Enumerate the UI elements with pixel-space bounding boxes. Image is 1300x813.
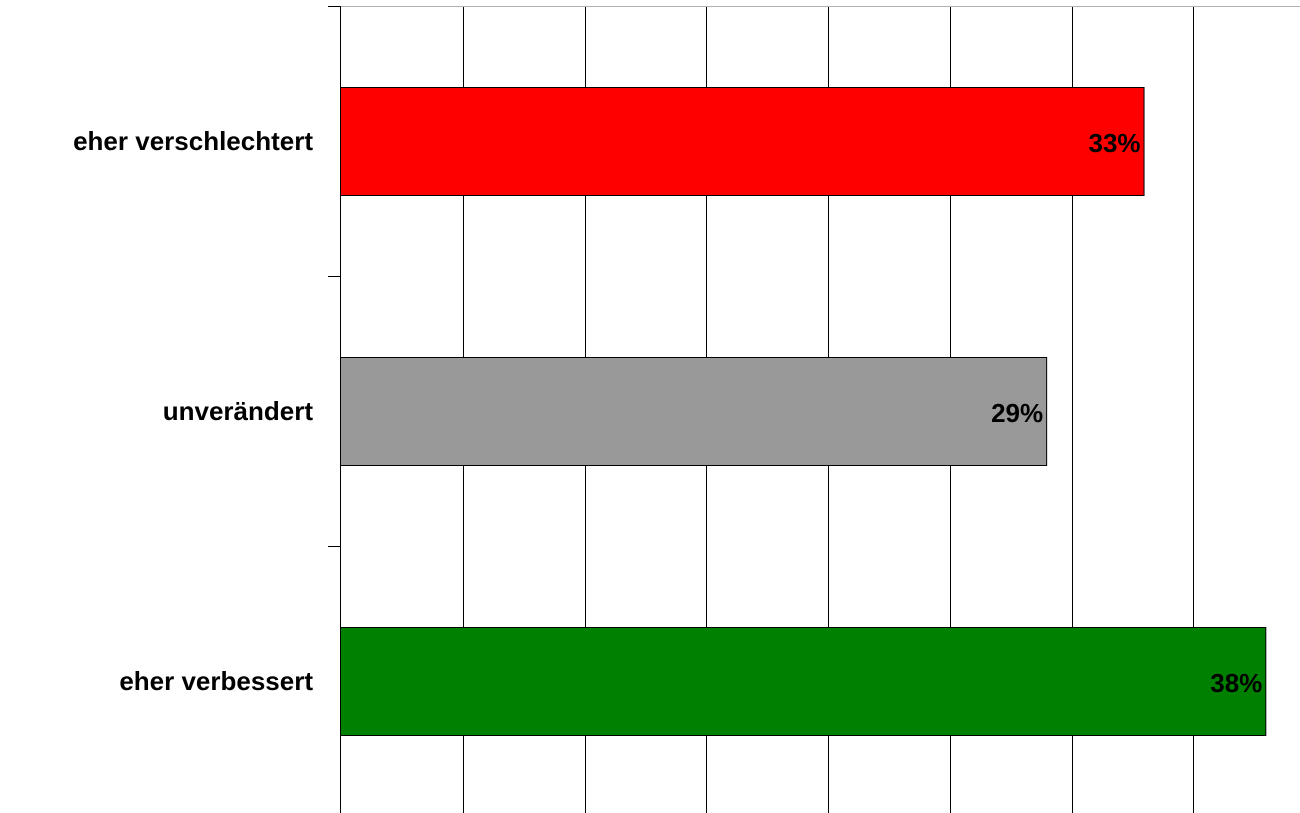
category-labels: eher verschlechtert unverändert eher verbe… <box>73 126 313 696</box>
bar <box>340 87 1145 196</box>
category-axis <box>328 6 341 813</box>
bar <box>340 627 1267 736</box>
bars <box>340 87 1267 736</box>
category-label: unverändert <box>163 396 314 426</box>
data-label: 38% <box>1210 668 1262 698</box>
category-label: eher verschlechtert <box>73 126 313 156</box>
category-label: eher verbessert <box>119 666 313 696</box>
data-label: 29% <box>991 398 1043 428</box>
bar <box>340 357 1048 466</box>
data-labels: 33% 29% 38% <box>991 128 1262 698</box>
data-label: 33% <box>1089 128 1141 158</box>
